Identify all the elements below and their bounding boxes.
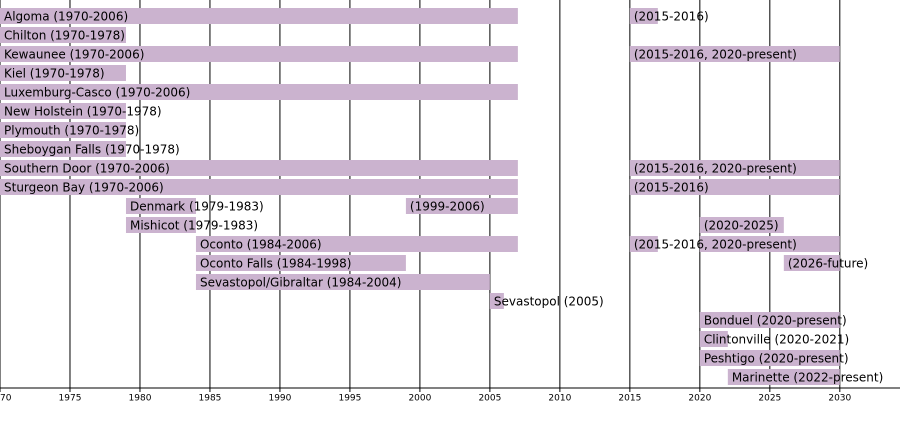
bar (0, 122, 126, 138)
bar-label: (2015-2016, 2020-present) (634, 162, 797, 176)
bar (629, 179, 840, 195)
x-tick-label: 1995 (338, 394, 361, 404)
bar-label: Kiel (1970-1978) (4, 67, 105, 81)
bar (195, 255, 406, 271)
x-tick-label: 1985 (199, 394, 222, 404)
bar-label: (1999-2006) (410, 200, 485, 214)
x-tick-label: 2000 (408, 394, 431, 404)
bar-label: Luxemburg-Casco (1970-2006) (4, 86, 190, 100)
bar (195, 274, 490, 290)
x-tick-label: 2020 (688, 394, 711, 404)
bar-label: Algoma (1970-2006) (4, 10, 128, 24)
bar-label: New Holstein (1970-1978) (4, 105, 162, 119)
bar-label: (2015-2016) (634, 10, 709, 24)
bar (699, 217, 784, 233)
bar (405, 198, 518, 214)
bar-label: (2020-2025) (704, 219, 779, 233)
bar-label: Sheboygan Falls (1970-1978) (4, 143, 180, 157)
bar (125, 217, 196, 233)
bar-label: Bonduel (2020-present) (704, 314, 847, 328)
bar (727, 369, 840, 385)
bar (783, 255, 840, 271)
bar (699, 312, 840, 328)
x-tick-label: 2005 (478, 394, 501, 404)
bar (0, 27, 126, 43)
bar (125, 198, 196, 214)
bar-label: Southern Door (1970-2006) (4, 162, 170, 176)
bar (699, 350, 840, 366)
bar-label: Kewaunee (1970-2006) (4, 48, 144, 62)
bar (0, 160, 518, 176)
x-tick-label: 1975 (59, 394, 82, 404)
bar-label: Marinette (2022-present) (732, 371, 883, 385)
bar-label: Sturgeon Bay (1970-2006) (4, 181, 164, 195)
bar-label: Oconto Falls (1984-1998) (200, 257, 352, 271)
bar-label: (2015-2016, 2020-present) (634, 48, 797, 62)
bar-label: Clintonville (2020-2021) (704, 333, 849, 347)
bar-label: Plymouth (1970-1978) (4, 124, 139, 138)
x-tick-label: 2025 (758, 394, 781, 404)
bar (699, 331, 728, 347)
x-tick-label: 2010 (548, 394, 571, 404)
bar-label: Sevastopol (2005) (494, 295, 604, 309)
bar-label: Chilton (1970-1978) (4, 29, 125, 43)
bar-label: Peshtigo (2020-present) (704, 352, 849, 366)
bar (629, 160, 840, 176)
bar-label: (2026-future) (788, 257, 868, 271)
bar (629, 236, 658, 252)
x-tick-label: 1970 (0, 394, 12, 404)
x-tick-label: 2015 (618, 394, 641, 404)
bar-label: (2015-2016, 2020-present) (634, 238, 797, 252)
bar (699, 236, 840, 252)
bar (195, 236, 518, 252)
x-tick-label: 2030 (828, 394, 851, 404)
bar (0, 141, 126, 157)
bar (489, 293, 504, 309)
bar-label: Mishicot (1979-1983) (130, 219, 258, 233)
bar (0, 179, 518, 195)
x-tick-label: 1980 (129, 394, 152, 404)
bar-label: Oconto (1984-2006) (200, 238, 322, 252)
bar (629, 46, 840, 62)
bar (0, 84, 518, 100)
bar-label: Denmark (1979-1983) (130, 200, 264, 214)
bar (0, 46, 518, 62)
bar (0, 65, 126, 81)
bar (0, 8, 518, 24)
x-tick-label: 1990 (268, 394, 291, 404)
bar (0, 103, 126, 119)
bar (629, 8, 658, 24)
bar-label: (2015-2016) (634, 181, 709, 195)
bar-label: Sevastopol/Gibraltar (1984-2004) (200, 276, 402, 290)
